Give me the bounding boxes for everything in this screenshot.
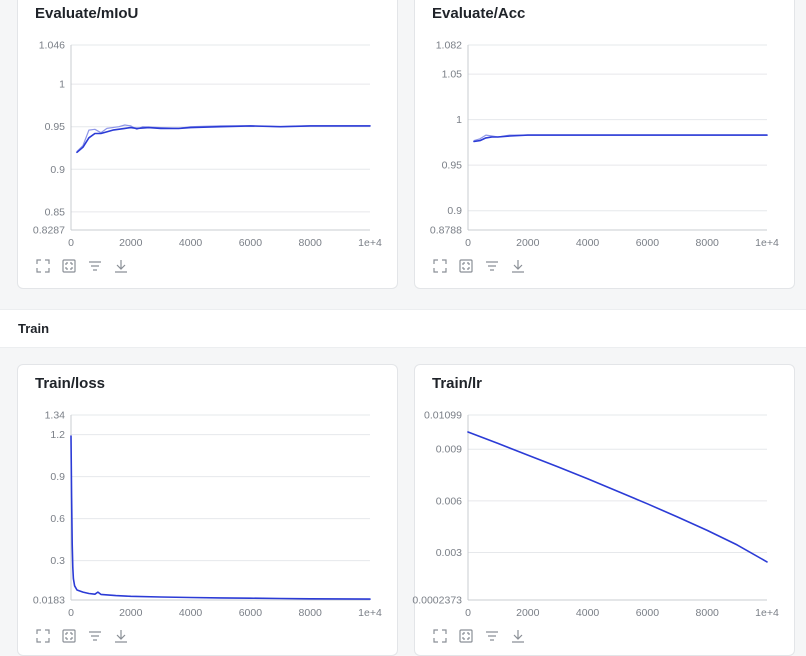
x-tick-label: 1e+4: [358, 237, 382, 249]
download-icon[interactable]: [112, 257, 130, 275]
chart-title: Train/loss: [35, 375, 106, 392]
x-tick-label: 6000: [636, 607, 660, 619]
x-tick-label: 1e+4: [755, 607, 779, 619]
chart-toolbar: [34, 257, 130, 275]
line-chart-acc[interactable]: 0.8788 0.9 0.95 1 1.05 1.082 0 2000 4000 6000 8000…: [415, 0, 794, 288]
x-tick-label: 8000: [696, 237, 720, 249]
chart-toolbar: [431, 257, 527, 275]
fit-view-icon[interactable]: [457, 627, 475, 645]
y-tick-label: 0.8287: [33, 225, 65, 237]
fullscreen-icon[interactable]: [34, 257, 52, 275]
chart-title: Evaluate/mIoU: [35, 5, 139, 22]
y-tick-label: 0.85: [45, 206, 66, 218]
x-tick-label: 0: [68, 237, 74, 249]
series-line: [70, 435, 371, 600]
x-tick-label: 4000: [576, 237, 600, 249]
y-tick-label: 1.05: [442, 69, 463, 81]
section-title: Train: [18, 321, 50, 336]
y-tick-label: 0.0002373: [412, 595, 462, 607]
line-chart-lr[interactable]: 0.0002373 0.003 0.006 0.009 0.01099 0 2000 4000…: [412, 365, 794, 655]
y-tick-label: 0.95: [442, 160, 463, 172]
y-tick-label: 0.9: [50, 471, 65, 483]
fullscreen-icon[interactable]: [431, 257, 449, 275]
chart-card-loss: Train/loss 0.0183 0.3 0.6 0.9 1.2 1.34 0 2000 40…: [17, 364, 398, 656]
x-tick-label: 2000: [516, 237, 540, 249]
y-tick-label: 1.082: [436, 40, 462, 52]
chart-title: Train/lr: [432, 375, 483, 392]
legend-filter-icon[interactable]: [483, 627, 501, 645]
series-line: [473, 134, 768, 143]
x-tick-label: 4000: [576, 607, 600, 619]
line-chart-loss[interactable]: 0.0183 0.3 0.6 0.9 1.2 1.34 0 2000 4000 6000 8000 1…: [18, 365, 397, 655]
x-tick-label: 2000: [516, 607, 540, 619]
y-tick-label: 0.95: [45, 121, 66, 133]
download-icon[interactable]: [112, 627, 130, 645]
chart-toolbar: [431, 627, 527, 645]
x-tick-label: 6000: [239, 237, 263, 249]
x-tick-label: 6000: [239, 607, 263, 619]
legend-filter-icon[interactable]: [86, 257, 104, 275]
fullscreen-icon[interactable]: [34, 627, 52, 645]
y-tick-label: 1.34: [45, 410, 66, 422]
chart-card-miou: Evaluate/mIoU 0.8287 0.85 0.9 0.95 1 1.046 0 20…: [17, 0, 398, 289]
fit-view-icon[interactable]: [60, 627, 78, 645]
x-tick-label: 0: [68, 607, 74, 619]
x-tick-label: 4000: [179, 237, 203, 249]
fit-view-icon[interactable]: [60, 257, 78, 275]
section-header: Train: [0, 309, 806, 348]
y-tick-label: 0.003: [436, 547, 462, 559]
series-line: [467, 431, 768, 563]
y-tick-label: 1: [59, 79, 65, 91]
y-tick-label: 0.009: [436, 444, 462, 456]
y-tick-label: 0.6: [50, 513, 65, 525]
chart-title: Evaluate/Acc: [432, 5, 526, 22]
y-tick-label: 0.9: [447, 205, 462, 217]
x-tick-label: 1e+4: [358, 607, 382, 619]
series-line: [76, 125, 371, 154]
download-icon[interactable]: [509, 627, 527, 645]
chart-toolbar: [34, 627, 130, 645]
x-tick-label: 1e+4: [755, 237, 779, 249]
line-chart-miou[interactable]: 0.8287 0.85 0.9 0.95 1 1.046 0 2000 4000 6000 8000…: [18, 0, 397, 288]
x-tick-label: 0: [465, 237, 471, 249]
fullscreen-icon[interactable]: [431, 627, 449, 645]
x-tick-label: 8000: [299, 607, 323, 619]
y-tick-label: 0.006: [436, 495, 462, 507]
fit-view-icon[interactable]: [457, 257, 475, 275]
y-tick-label: 0.0183: [33, 595, 65, 607]
y-tick-label: 1: [456, 114, 462, 126]
x-tick-label: 6000: [636, 237, 660, 249]
download-icon[interactable]: [509, 257, 527, 275]
x-tick-label: 0: [465, 607, 471, 619]
x-tick-label: 2000: [119, 237, 143, 249]
y-tick-label: 0.9: [50, 164, 65, 176]
y-tick-label: 1.2: [50, 429, 65, 441]
chart-card-lr: Train/lr 0.0002373 0.003 0.006 0.009 0.01099…: [412, 364, 795, 656]
x-tick-label: 2000: [119, 607, 143, 619]
y-tick-label: 0.3: [50, 555, 65, 567]
x-tick-label: 8000: [299, 237, 323, 249]
x-tick-label: 4000: [179, 607, 203, 619]
y-tick-label: 0.8788: [430, 225, 462, 237]
y-tick-label: 1.046: [39, 40, 65, 52]
legend-filter-icon[interactable]: [483, 257, 501, 275]
y-tick-label: 0.01099: [424, 410, 462, 422]
legend-filter-icon[interactable]: [86, 627, 104, 645]
chart-card-acc: Evaluate/Acc 0.8788 0.9 0.95 1 1.05 1.082 0 200…: [414, 0, 795, 289]
x-tick-label: 8000: [696, 607, 720, 619]
